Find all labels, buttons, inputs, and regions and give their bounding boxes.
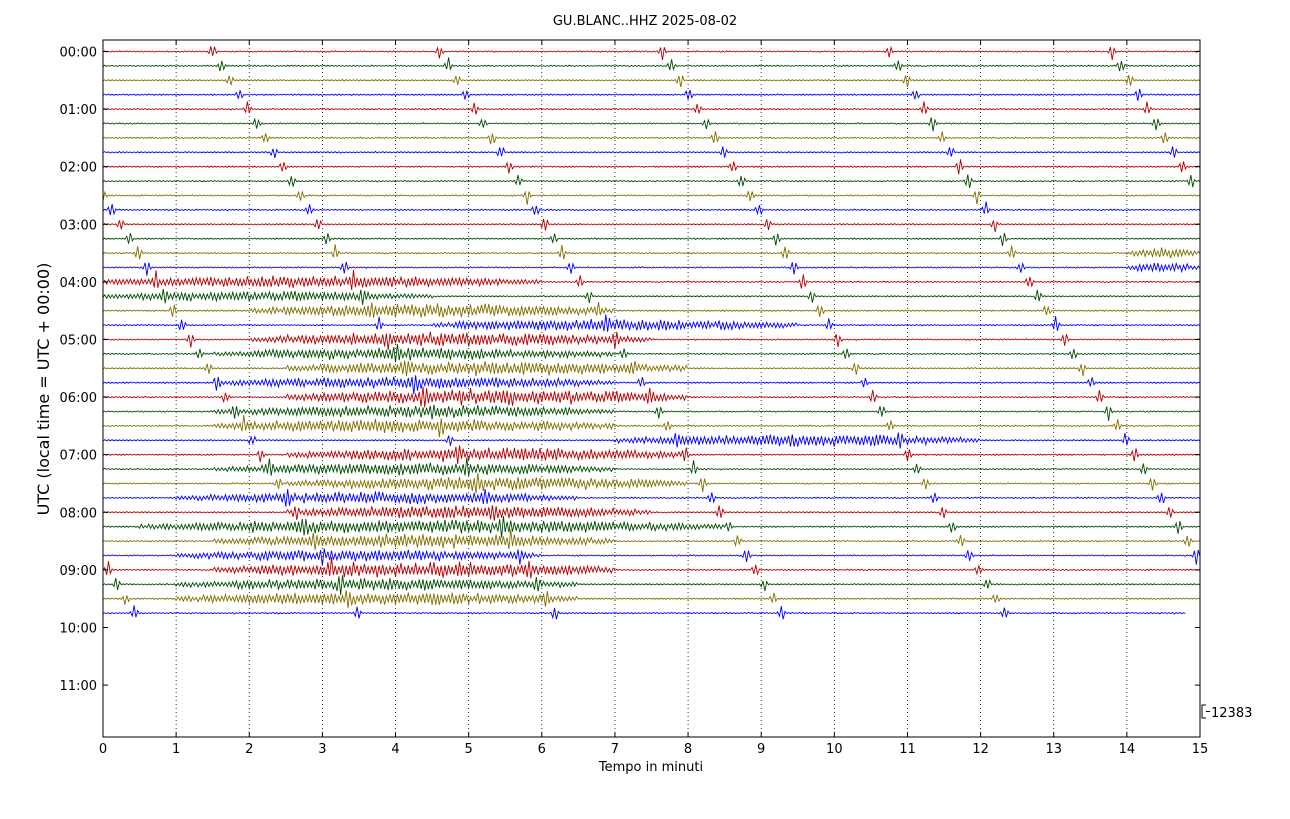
y-tick-label: 07:00 (60, 449, 97, 464)
seismogram-trace (102, 88, 1201, 101)
seismogram-trace (102, 218, 1201, 233)
y-tick-label: 08:00 (60, 506, 97, 521)
chart-title: GU.BLANC..HHZ 2025-08-02 (553, 14, 737, 29)
y-tick-label: 06:00 (60, 391, 97, 406)
x-tick-label: 9 (757, 742, 765, 757)
seismogram-trace (102, 556, 1201, 579)
y-tick-label: 01:00 (60, 103, 97, 118)
seismogram-trace (102, 375, 1201, 395)
seismogram-trace (102, 488, 1201, 507)
x-tick-label: 7 (611, 742, 619, 757)
y-tick-label: 02:00 (60, 161, 97, 176)
y-axis-ticks: 00:00 01:00 02:00 03:00 04:00 05:00 06:00 07:00… (60, 46, 1200, 694)
seismogram-trace (102, 590, 1201, 608)
seismogram-trace (102, 101, 1201, 115)
seismogram-trace (102, 201, 1201, 216)
seismogram-trace (102, 605, 1186, 620)
scale-label: 12383 (1211, 706, 1252, 721)
seismogram-trace (102, 414, 1201, 438)
amplitude-scale: 12383 (1201, 704, 1252, 721)
seismogram-trace (102, 548, 1201, 566)
seismogram-trace (102, 386, 1201, 408)
x-tick-label: 3 (318, 742, 326, 757)
x-tick-label: 0 (99, 742, 107, 757)
x-tick-label: 4 (391, 742, 399, 757)
x-tick-label: 6 (538, 742, 546, 757)
y-tick-label: 09:00 (60, 564, 97, 579)
seismogram-trace (102, 288, 1201, 306)
y-tick-label: 00:00 (60, 46, 97, 61)
x-tick-label: 10 (826, 742, 843, 757)
seismogram-trace (102, 74, 1201, 88)
x-tick-label: 5 (465, 742, 473, 757)
seismogram-trace (102, 404, 1201, 421)
y-tick-label: 11:00 (60, 679, 97, 694)
seismogram-trace (102, 232, 1201, 246)
seismogram-trace (102, 57, 1201, 72)
seismogram-trace (102, 432, 1201, 449)
x-tick-label: 2 (245, 742, 253, 757)
seismogram-trace (102, 269, 1201, 290)
seismogram-trace (102, 343, 1201, 363)
seismogram-trace (102, 190, 1201, 205)
x-tick-label: 13 (1045, 742, 1062, 757)
seismogram-trace (102, 117, 1201, 132)
seismogram-trace (102, 457, 1201, 476)
x-tick-label: 11 (899, 742, 916, 757)
seismogram-trace (102, 314, 1201, 332)
y-axis-label: UTC (local time = UTC + 00:00) (34, 263, 53, 516)
seismogram-trace (102, 445, 1201, 465)
x-axis-label: Tempo in minuti (598, 760, 703, 775)
x-tick-label: 1 (172, 742, 180, 757)
seismogram-trace (102, 472, 1201, 494)
seismogram-trace (102, 575, 1201, 595)
x-axis-ticks: 0 1 2 3 4 5 6 7 8 9 10 11 12 13 14 15 (99, 40, 1208, 757)
seismogram-trace (102, 146, 1201, 158)
seismogram-trace (102, 331, 1201, 350)
seismogram-trace (102, 131, 1201, 145)
x-tick-label: 12 (972, 742, 989, 757)
y-tick-label: 03:00 (60, 218, 97, 233)
seismogram-trace (102, 302, 1201, 318)
y-tick-label: 10:00 (60, 622, 97, 637)
seismogram-trace (102, 261, 1201, 276)
x-tick-label: 8 (684, 742, 692, 757)
seismogram-trace (102, 360, 1201, 377)
y-tick-label: 05:00 (60, 334, 97, 349)
seismogram-trace (102, 244, 1201, 260)
plot-frame (102, 39, 1201, 738)
seismogram-trace (102, 45, 1201, 60)
x-tick-label: 14 (1119, 742, 1136, 757)
seismogram-trace (102, 516, 1201, 538)
seismogram-trace (102, 529, 1201, 551)
seismogram-traces (102, 45, 1201, 620)
seismogram-trace (102, 159, 1201, 175)
seismogram-trace (102, 174, 1201, 188)
y-tick-label: 04:00 (60, 276, 97, 291)
x-tick-label: 15 (1192, 742, 1209, 757)
vertical-gridlines (175, 40, 1128, 737)
seismogram-trace (102, 505, 1201, 521)
scale-bracket (1201, 704, 1210, 719)
